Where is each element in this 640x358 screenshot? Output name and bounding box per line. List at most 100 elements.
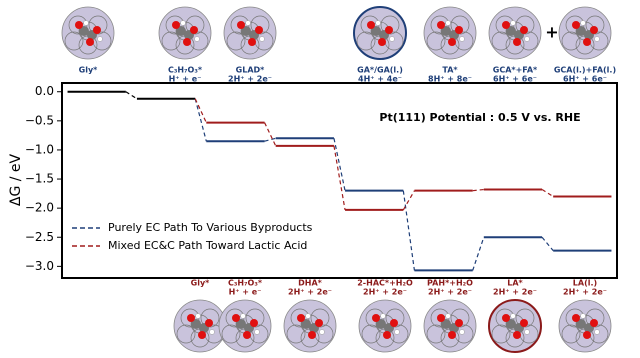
- plot-frame: [61, 82, 618, 279]
- pt-atom: [310, 308, 330, 328]
- h-atom: [195, 313, 201, 319]
- pt-atom: [561, 31, 581, 51]
- pt-atom: [426, 31, 446, 51]
- legend-label: Mixed EC&C Path Toward Lactic Acid: [108, 239, 307, 252]
- pt-atom: [561, 324, 581, 344]
- h-atom: [524, 36, 530, 42]
- molecule-image: [488, 6, 542, 60]
- h-atom: [245, 20, 251, 26]
- molecule-image: [218, 299, 272, 353]
- c-atom: [79, 26, 89, 36]
- pt-atom: [64, 31, 84, 51]
- pt-atom: [515, 308, 535, 328]
- molecule-image: [423, 299, 477, 353]
- molecule-image: [558, 299, 612, 353]
- pt-atom: [515, 15, 535, 35]
- h-atom: [375, 20, 381, 26]
- h-atom: [445, 313, 451, 319]
- o-atom: [255, 26, 263, 34]
- top-label: 8H⁺ + 8e⁻: [428, 75, 472, 84]
- o-atom: [385, 26, 393, 34]
- o-atom: [437, 314, 445, 322]
- h-atom: [594, 329, 600, 335]
- molecule-image: [158, 6, 212, 60]
- bottom-label: 2H⁺ + 2e⁻: [288, 288, 332, 297]
- o-atom: [237, 21, 245, 29]
- pt-atom: [585, 15, 605, 35]
- bottom-label: LA*: [507, 279, 523, 288]
- pt-atom: [200, 308, 220, 328]
- c-atom: [441, 26, 451, 36]
- connector: [472, 188, 484, 192]
- o-atom: [86, 38, 94, 46]
- h-atom: [97, 36, 103, 42]
- pt-atom: [491, 324, 511, 344]
- c-atom: [576, 319, 586, 329]
- o-atom: [513, 331, 521, 339]
- pt-atom: [88, 15, 108, 35]
- top-label: TA*: [442, 66, 458, 75]
- c-atom: [371, 26, 381, 36]
- legend-label: Purely EC Path To Various Byproducts: [108, 221, 313, 234]
- h-atom: [180, 20, 186, 26]
- bottom-label: 2H⁺ + 2e⁻: [563, 288, 607, 297]
- top-label: 2H⁺ + 2e⁻: [228, 75, 272, 84]
- connector: [194, 98, 207, 142]
- o-atom: [232, 314, 240, 322]
- h-atom: [389, 36, 395, 42]
- c-atom: [236, 319, 246, 329]
- pt-atom: [585, 308, 605, 328]
- y-tick-label: −3.0: [25, 259, 54, 273]
- o-atom: [243, 331, 251, 339]
- connector: [402, 190, 415, 211]
- o-atom: [448, 331, 456, 339]
- connector: [264, 137, 276, 142]
- c-atom: [376, 319, 386, 329]
- h-atom: [319, 329, 325, 335]
- pt-atom: [361, 324, 381, 344]
- top-label: GA*/GA(l.): [357, 66, 403, 75]
- y-tick-label: −2.5: [25, 230, 54, 244]
- h-atom: [240, 313, 246, 319]
- o-atom: [520, 26, 528, 34]
- top-label: Gly*: [79, 66, 99, 75]
- bottom-label: 2H⁺ + 2e⁻: [493, 288, 537, 297]
- bottom-label: 2-HAC*+H₂O: [357, 279, 413, 288]
- o-atom: [383, 331, 391, 339]
- annotation: Pt(111) Potential : 0.5 V vs. RHE: [379, 111, 580, 124]
- molecule-image: [61, 6, 115, 60]
- o-atom: [572, 21, 580, 29]
- connector: [402, 190, 416, 271]
- pt-atom: [491, 31, 511, 51]
- molecule-image: [423, 6, 477, 60]
- top-label: GCA(l.)+FA(l.): [554, 66, 616, 75]
- pt-atom: [245, 308, 265, 328]
- bottom-label: C₃H₇O₃*: [228, 279, 263, 288]
- pt-atom: [380, 15, 400, 35]
- pt-atom: [226, 31, 246, 51]
- h-atom: [305, 313, 311, 319]
- c-atom: [576, 26, 586, 36]
- o-atom: [590, 319, 598, 327]
- o-atom: [308, 331, 316, 339]
- y-tick-label: −1.0: [25, 142, 54, 156]
- h-atom: [380, 313, 386, 319]
- o-atom: [183, 38, 191, 46]
- h-atom: [580, 20, 586, 26]
- o-atom: [172, 21, 180, 29]
- top-label: H⁺ + e⁻: [169, 75, 202, 84]
- pt-atom: [450, 15, 470, 35]
- pt-atom: [356, 31, 376, 51]
- top-label: 6H⁺ + 6e⁻: [563, 75, 607, 84]
- top-label: 4H⁺ + 4e⁻: [358, 75, 402, 84]
- o-atom: [448, 38, 456, 46]
- h-atom: [580, 313, 586, 319]
- bottom-label: 2H⁺ + 2e⁻: [363, 288, 407, 297]
- h-atom: [510, 20, 516, 26]
- o-atom: [248, 38, 256, 46]
- pt-atom: [286, 324, 306, 344]
- pt-atom: [385, 308, 405, 328]
- h-atom: [459, 36, 465, 42]
- o-atom: [372, 314, 380, 322]
